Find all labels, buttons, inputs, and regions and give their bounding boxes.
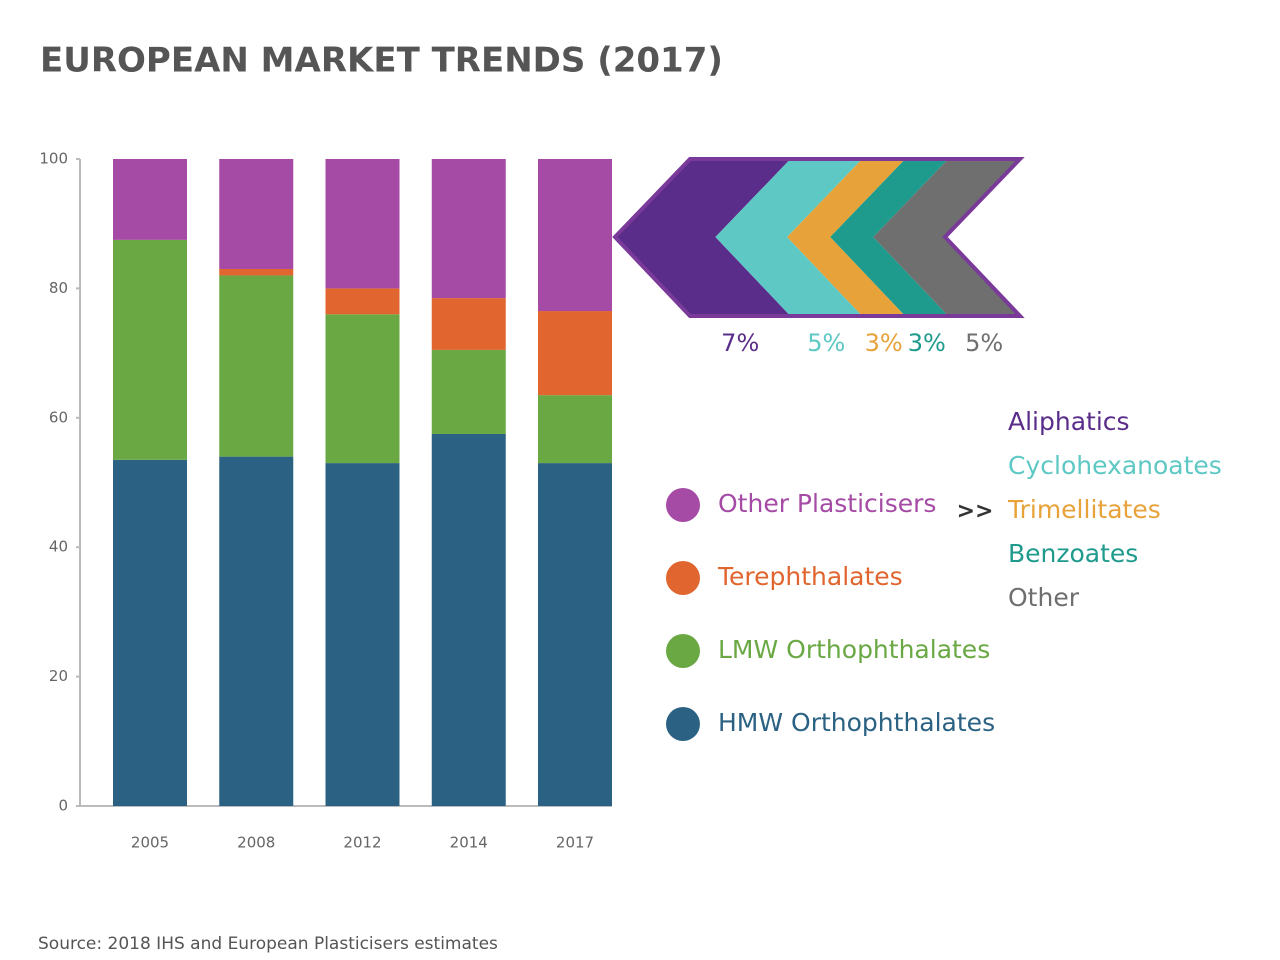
breakdown-value-label: 3% bbox=[865, 329, 903, 357]
breakdown-chevron bbox=[715, 159, 863, 316]
breakdown-connector: >> bbox=[957, 499, 994, 524]
breakdown-name: Aliphatics bbox=[1008, 407, 1130, 436]
bar-segment bbox=[431, 159, 506, 299]
breakdown-value-label: 7% bbox=[721, 329, 759, 357]
breakdown-value-label: 5% bbox=[965, 329, 1003, 357]
y-tick-label: 60 bbox=[49, 408, 68, 426]
breakdown-chevron bbox=[615, 159, 791, 316]
bar-segment bbox=[538, 311, 612, 396]
bar-segment bbox=[325, 463, 400, 806]
breakdown-name: Cyclohexanoates bbox=[1008, 451, 1222, 480]
legend-label: LMW Orthophthalates bbox=[718, 635, 990, 664]
breakdown-name: Other bbox=[1008, 583, 1080, 612]
breakdown-name: Trimellitates bbox=[1007, 495, 1161, 524]
breakdown-name: Benzoates bbox=[1008, 539, 1138, 568]
bar-segment bbox=[325, 159, 400, 289]
bar-segment bbox=[219, 268, 294, 276]
legend-label: Other Plasticisers bbox=[718, 489, 936, 518]
breakdown-outline bbox=[612, 157, 1025, 318]
y-tick-label: 0 bbox=[58, 797, 68, 815]
bar-segment bbox=[219, 275, 294, 457]
breakdown-value-label: 3% bbox=[908, 329, 946, 357]
bar-segment bbox=[325, 314, 400, 464]
bar-segment bbox=[538, 395, 612, 464]
legend-swatch bbox=[666, 634, 700, 668]
breakdown-value-label: 5% bbox=[807, 329, 845, 357]
x-tick-label: 2017 bbox=[556, 834, 594, 852]
y-tick-label: 20 bbox=[49, 667, 68, 685]
bar-segment bbox=[538, 159, 612, 312]
legend-label: Terephthalates bbox=[717, 562, 903, 591]
bar-segment bbox=[219, 159, 294, 269]
bar-segment bbox=[431, 298, 506, 350]
x-tick-label: 2012 bbox=[343, 834, 381, 852]
x-tick-label: 2008 bbox=[237, 834, 275, 852]
legend-swatch bbox=[666, 561, 700, 595]
legend-label: HMW Orthophthalates bbox=[718, 708, 995, 737]
breakdown-chevron bbox=[787, 159, 906, 316]
chart-title: EUROPEAN MARKET TRENDS (2017) bbox=[40, 41, 723, 81]
bar-segment bbox=[113, 239, 187, 460]
y-tick-label: 80 bbox=[49, 279, 68, 297]
breakdown-chevron bbox=[830, 159, 949, 316]
bar-segment bbox=[538, 463, 612, 806]
bar-segment bbox=[431, 349, 506, 434]
breakdown-chevron bbox=[873, 159, 1020, 316]
legend-swatch bbox=[666, 488, 700, 522]
bar-segment bbox=[113, 159, 187, 240]
bar-segment bbox=[219, 456, 294, 806]
y-tick-label: 40 bbox=[49, 538, 68, 556]
bar-segment bbox=[325, 288, 400, 315]
y-tick-label: 100 bbox=[39, 150, 68, 168]
bar-segment bbox=[431, 433, 506, 806]
legend-swatch bbox=[666, 707, 700, 741]
x-tick-label: 2014 bbox=[450, 834, 488, 852]
bar-segment bbox=[113, 459, 187, 806]
x-tick-label: 2005 bbox=[131, 834, 169, 852]
source-note: Source: 2018 IHS and European Plasticise… bbox=[38, 934, 498, 954]
